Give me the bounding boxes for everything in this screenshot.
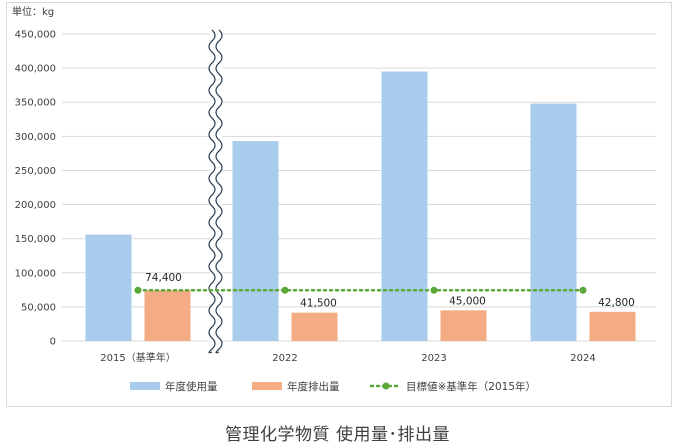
x-tick-label: 2024 bbox=[570, 353, 595, 364]
bar-emission bbox=[440, 310, 487, 341]
y-tick-label: 300,000 bbox=[15, 132, 56, 143]
legend-target: 目標値※基準年（2015年） bbox=[369, 380, 536, 393]
y-tick-label: 150,000 bbox=[15, 234, 56, 245]
bar-usage bbox=[381, 71, 428, 342]
target-line bbox=[134, 286, 587, 294]
bar-emission bbox=[589, 311, 636, 341]
break-line bbox=[208, 29, 216, 354]
bar-usage bbox=[85, 234, 132, 341]
legend-marker bbox=[382, 382, 390, 390]
bar-emission bbox=[291, 312, 338, 341]
bars bbox=[85, 71, 636, 342]
bar-emission bbox=[144, 290, 191, 341]
x-axis-ticks: 2015（基準年） 2022 2023 2024 bbox=[100, 351, 595, 364]
legend-usage: 年度使用量 bbox=[130, 380, 218, 393]
y-tick-label: 350,000 bbox=[15, 98, 56, 109]
target-marker bbox=[281, 286, 289, 294]
y-tick-label: 200,000 bbox=[15, 200, 56, 211]
target-marker bbox=[430, 286, 438, 294]
data-label: 41,500 bbox=[300, 298, 337, 310]
legend-label: 年度使用量 bbox=[165, 380, 218, 393]
legend-emission: 年度排出量 bbox=[252, 380, 340, 393]
x-tick-label: 2022 bbox=[272, 353, 297, 364]
target-marker bbox=[579, 286, 587, 294]
x-tick-label: 2023 bbox=[421, 353, 446, 364]
legend-label: 年度排出量 bbox=[287, 380, 340, 393]
data-label: 45,000 bbox=[449, 295, 486, 307]
y-tick-label: 250,000 bbox=[15, 166, 56, 177]
y-tick-label: 100,000 bbox=[15, 268, 56, 279]
chart-caption: 管理化学物質 使用量･排出量 bbox=[225, 425, 450, 445]
y-axis-ticks: 0 50,000 100,000 150,000 200,000 250,000 300,0… bbox=[15, 30, 56, 348]
target-marker bbox=[134, 286, 142, 294]
data-label: 42,800 bbox=[598, 297, 635, 309]
x-tick-label: 2015（基準年） bbox=[100, 351, 175, 364]
bar-usage bbox=[530, 103, 577, 341]
legend-swatch bbox=[130, 382, 160, 390]
data-labels: 74,400 41,500 45,000 42,800 bbox=[145, 272, 635, 309]
break-line bbox=[215, 29, 223, 354]
axis-break bbox=[208, 26, 223, 356]
unit-label: 単位：kg bbox=[12, 5, 54, 18]
legend-label: 目標値※基準年（2015年） bbox=[406, 380, 536, 393]
data-label: 74,400 bbox=[145, 272, 182, 284]
bar-usage bbox=[232, 141, 279, 341]
y-tick-label: 400,000 bbox=[15, 64, 56, 75]
legend: 年度使用量 年度排出量 目標値※基準年（2015年） bbox=[130, 380, 536, 393]
y-tick-label: 0 bbox=[50, 337, 56, 348]
legend-swatch bbox=[252, 382, 282, 390]
chart-svg: 単位：kg 0 50,000 100,000 150,000 200,000 250,00… bbox=[12, 5, 656, 393]
y-tick-label: 450,000 bbox=[15, 30, 56, 41]
y-tick-label: 50,000 bbox=[21, 302, 56, 313]
